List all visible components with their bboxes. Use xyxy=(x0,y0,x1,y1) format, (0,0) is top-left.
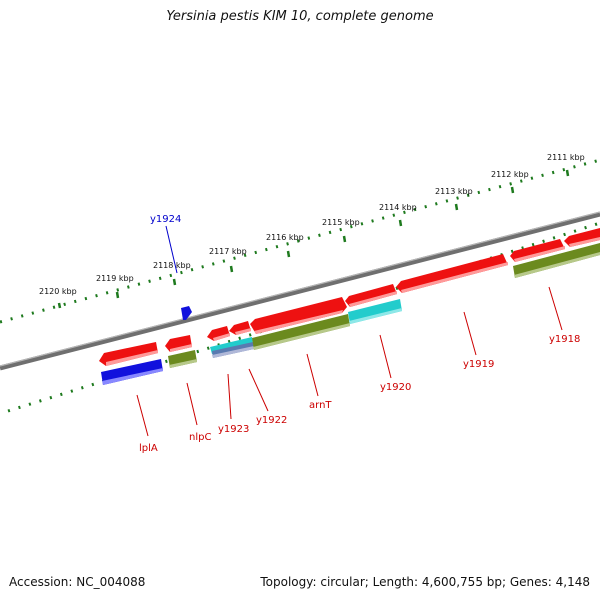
gene-label-y1920[interactable]: y1920 xyxy=(380,382,411,393)
label-leader-lines xyxy=(136,225,563,437)
gene-y1920-forward[interactable] xyxy=(345,284,397,307)
gene-y1919-forward[interactable] xyxy=(396,254,508,293)
gene-arnT[interactable] xyxy=(252,314,350,350)
tick-label: 2118 kbp xyxy=(153,261,191,270)
topology-info: Topology: circular; Length: 4,600,755 bp… xyxy=(260,575,590,589)
tick-label: 2116 kbp xyxy=(266,233,304,242)
accession-info: Accession: NC_004088 xyxy=(9,575,146,589)
gene-label-y1918[interactable]: y1918 xyxy=(549,334,580,345)
page-title: Yersinia pestis KIM 10, complete genome xyxy=(166,9,434,24)
major-ticks xyxy=(57,169,570,309)
gene-forward-edge[interactable] xyxy=(564,228,600,247)
genome-backbone xyxy=(0,211,600,371)
gene-label-y1923[interactable]: y1923 xyxy=(218,424,249,435)
gene-arnT-forward[interactable] xyxy=(250,297,347,334)
gene-y1920[interactable] xyxy=(348,299,402,324)
gene-label-y1924[interactable]: y1924 xyxy=(150,214,181,225)
tick-label: 2112 kbp xyxy=(491,170,529,179)
tick-label: 2113 kbp xyxy=(435,187,473,196)
forward-strand-genes xyxy=(99,228,600,366)
gene-label-lplA[interactable]: lplA xyxy=(139,443,158,454)
gene-lplA-forward[interactable] xyxy=(99,342,158,366)
gene-y1918-forward[interactable] xyxy=(510,239,565,262)
reverse-strand-genes xyxy=(101,243,600,385)
gene-y1924[interactable] xyxy=(181,306,192,320)
gene-label-nlpC[interactable]: nlpC xyxy=(189,432,211,443)
tick-label: 2120 kbp xyxy=(39,287,77,296)
tick-label: 2114 kbp xyxy=(379,203,417,212)
gene-labels: y1924 lplA nlpC y1923 y1922 arnT y1920 y… xyxy=(139,214,580,454)
gene-label-y1922[interactable]: y1922 xyxy=(256,415,287,426)
tick-label: 2117 kbp xyxy=(209,247,247,256)
gene-y1918[interactable] xyxy=(513,243,600,278)
tick-label: 2111 kbp xyxy=(547,153,585,162)
tick-label: 2119 kbp xyxy=(96,274,134,283)
tick-label: 2115 kbp xyxy=(322,218,360,227)
tick-labels: 2120 kbp 2119 kbp 2118 kbp 2117 kbp 2116… xyxy=(39,153,585,296)
gene-label-y1919[interactable]: y1919 xyxy=(463,359,494,370)
gene-label-arnT[interactable]: arnT xyxy=(309,400,332,411)
